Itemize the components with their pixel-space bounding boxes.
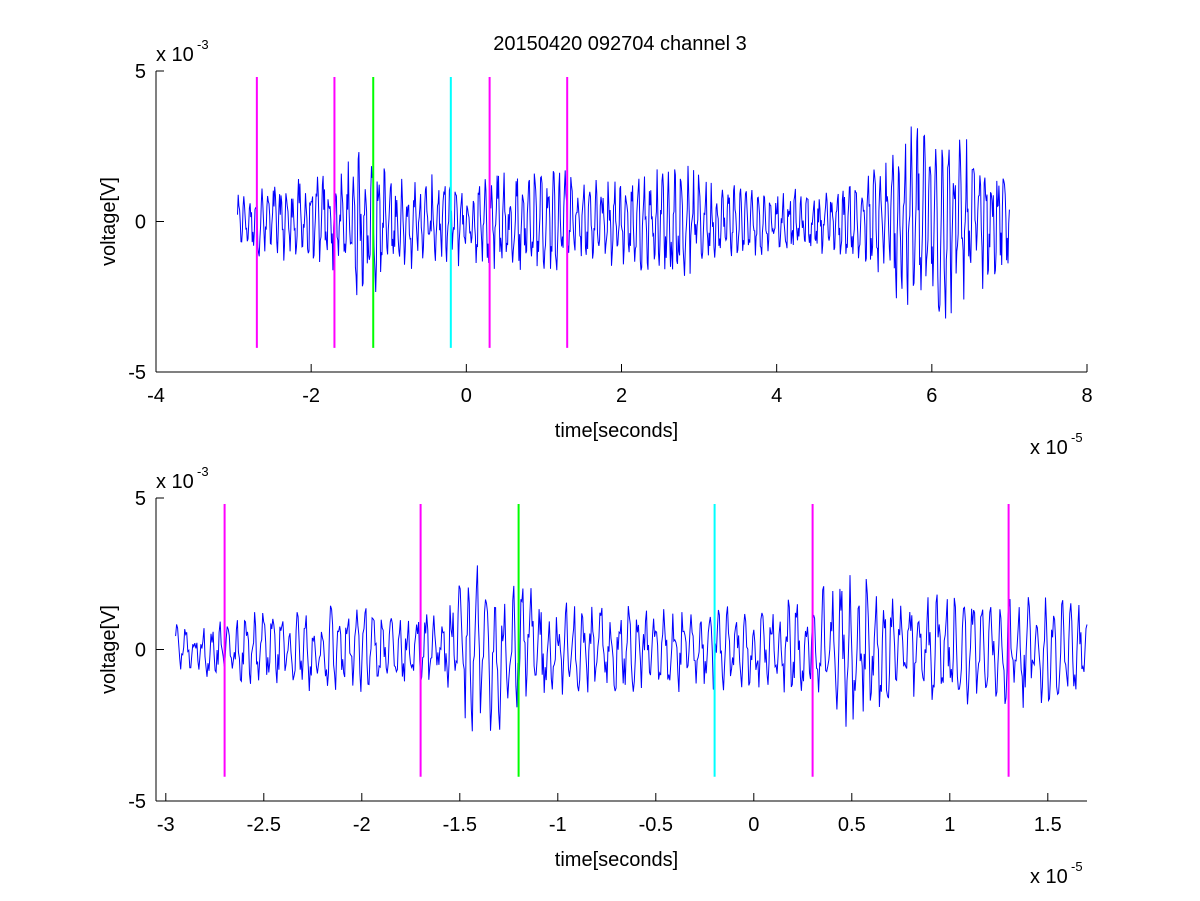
x-tick-label: -0.5 xyxy=(639,814,673,836)
y-axis-label: voltage[V] xyxy=(98,177,120,266)
x-tick-label: -3 xyxy=(157,814,175,836)
y-tick-label: 5 xyxy=(135,61,146,83)
y-tick-label: -5 xyxy=(128,362,146,384)
x-tick-label: 0 xyxy=(461,385,472,407)
y-tick-label: -5 xyxy=(128,791,146,813)
x-exponent: -5 xyxy=(1071,430,1083,445)
y-tick-label: 0 xyxy=(135,212,146,234)
x-tick-label: 4 xyxy=(771,385,782,407)
x-tick-label: 2 xyxy=(616,385,627,407)
y-tick-label: 0 xyxy=(135,640,146,662)
x-axis-label: time[seconds] xyxy=(555,420,678,442)
x-tick-label: 1 xyxy=(944,814,955,836)
x-exponent-label: x 10 xyxy=(1030,437,1068,459)
x-tick-label: -4 xyxy=(147,385,165,407)
voltage-series-line xyxy=(175,565,1088,732)
figure-title: 20150420 092704 channel 3 xyxy=(493,33,747,55)
top-plot: -4 -2 0 2 4 6 8 -5 0 5 time[seconds] voltage[V] x 10… xyxy=(98,37,1093,459)
bottom-plot: -3 -2.5 -2 -1.5 -1 -0.5 0 0.5 1 1.5 -5 0 5 time[secon… xyxy=(98,464,1088,888)
x-tick-label: 0 xyxy=(748,814,759,836)
x-tick-label: 0.5 xyxy=(838,814,866,836)
x-tick-label: -2 xyxy=(302,385,320,407)
y-axis-label: voltage[V] xyxy=(98,605,120,694)
x-tick-label: 6 xyxy=(926,385,937,407)
x-tick-label: 1.5 xyxy=(1034,814,1062,836)
x-axis-label: time[seconds] xyxy=(555,849,678,871)
y-exponent: -3 xyxy=(197,37,209,52)
x-exponent-label: x 10 xyxy=(1030,866,1068,888)
y-exponent-label: x 10 xyxy=(156,471,194,493)
x-exponent: -5 xyxy=(1071,859,1083,874)
x-tick-label: -2.5 xyxy=(247,814,281,836)
y-exponent-label: x 10 xyxy=(156,44,194,66)
x-tick-label: -1 xyxy=(549,814,567,836)
x-tick-label: -2 xyxy=(353,814,371,836)
y-exponent: -3 xyxy=(197,464,209,479)
y-tick-label: 5 xyxy=(135,488,146,510)
x-tick-label: 8 xyxy=(1081,385,1092,407)
voltage-series-line xyxy=(237,126,1010,319)
x-tick-label: -1.5 xyxy=(443,814,477,836)
